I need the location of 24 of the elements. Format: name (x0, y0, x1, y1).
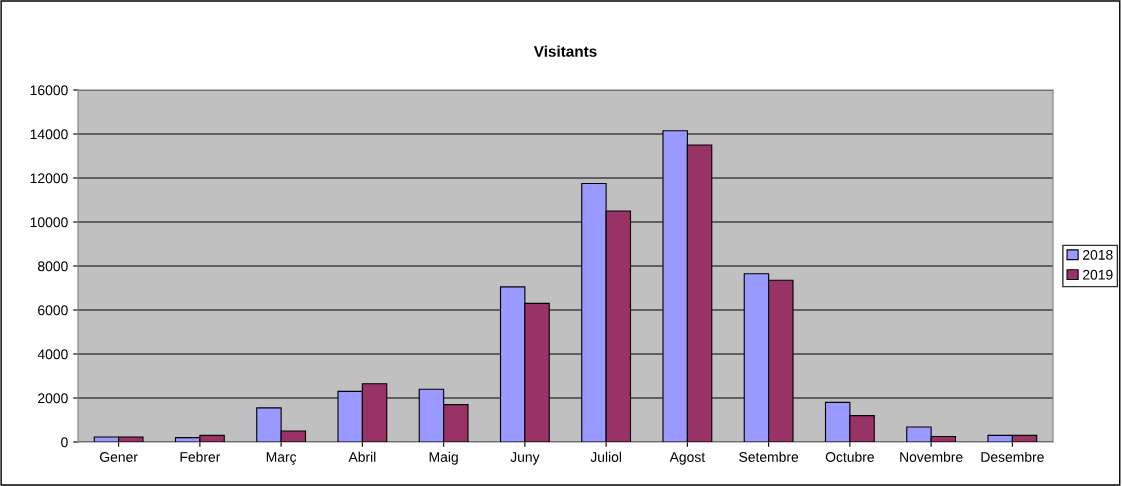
legend-label: 2018 (1083, 249, 1113, 260)
legend-label: 2019 (1083, 269, 1113, 280)
chart-title: Visitants (533, 45, 597, 57)
y-tick-label: 6000 (38, 305, 68, 316)
y-tick-label: 0 (61, 437, 68, 448)
x-tick-label: Juny (510, 452, 540, 465)
y-tick-label: 12000 (30, 173, 68, 184)
y-tick-label: 16000 (30, 85, 68, 96)
y-tick-label: 4000 (37, 349, 68, 360)
x-tick-label: Setembre (739, 451, 799, 462)
x-tick-label: Octubre (825, 451, 874, 462)
x-tick-label: Gener (100, 452, 138, 462)
x-tick-label: Abril (348, 451, 376, 462)
y-tick-label: 10000 (30, 217, 68, 228)
x-tick-label: Juliol (590, 451, 622, 462)
x-tick-label: Maig (429, 451, 458, 465)
x-tick-label: Febrer (180, 451, 221, 462)
x-tick-label: Novembre (900, 451, 963, 462)
x-tick-label: Agost (669, 452, 706, 465)
y-tick-label: 14000 (30, 129, 68, 140)
x-tick-label: Desembre (981, 451, 1044, 462)
y-tick-label: 8000 (37, 261, 68, 272)
y-tick-label: 2000 (38, 393, 68, 404)
x-tick-label: Març (266, 452, 297, 465)
